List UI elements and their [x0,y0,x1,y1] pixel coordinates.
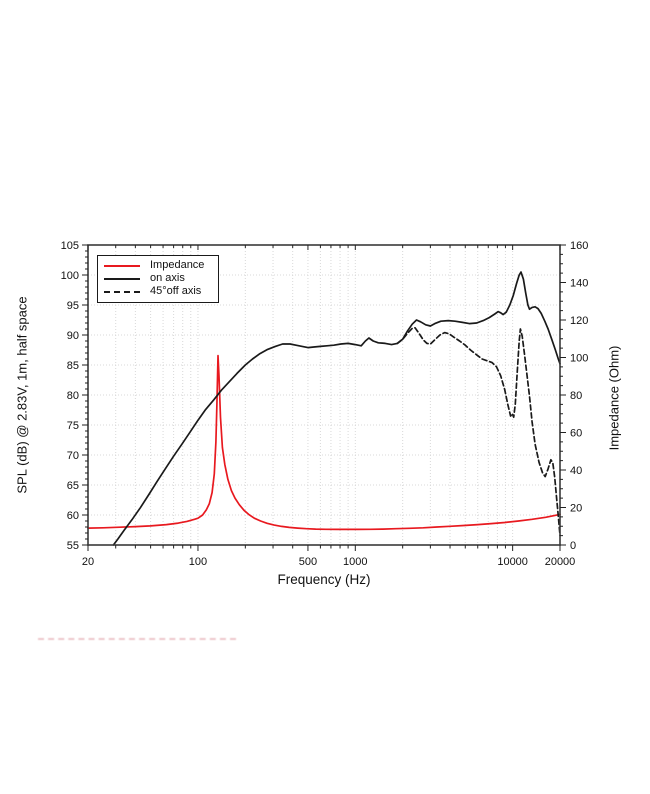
curves-layer [87,271,561,546]
y-left-tick-label: 60 [67,510,79,522]
y-left-tick-label: 105 [61,240,79,252]
y-left-tick-label: 75 [67,420,79,432]
y-left-tick-label: 80 [67,390,79,402]
tick-label-layer: 20 100 500 1000 10000 20000556065707580859095… [61,240,589,568]
x-axis-label: Frequency (Hz) [277,572,371,587]
y-left-tick-label: 70 [67,450,79,462]
x-tick-label: 500 [299,556,317,568]
legend-item-on-axis: on axis [104,272,212,285]
legend-item-impedance: Impedance [104,259,212,272]
on-axis-line-sample [104,277,140,280]
legend-box: Impedance on axis 45°off axis [97,255,219,303]
y-right-tick-label: 100 [570,353,588,365]
y-left-tick-label: 100 [61,270,79,282]
y-right-tick-label: 80 [570,390,582,402]
y-left-tick-label: 85 [67,360,79,372]
x-tick-label: 20000 [545,556,576,568]
y-axis-label-right: Impedance (Ohm) [606,345,622,451]
curve-on-axis [112,271,561,546]
y-left-tick-label: 95 [67,300,79,312]
off-axis-line-sample [104,290,140,293]
y-right-tick-label: 140 [570,278,588,290]
x-tick-label: 20 [82,556,94,568]
y-right-tick-label: 160 [570,240,588,252]
legend-item-45-off-axis: 45°off axis [104,285,212,298]
faded-watermark-dashes [38,638,236,640]
x-tick-label: 1000 [343,556,367,568]
y-right-tick-label: 60 [570,428,582,440]
impedance-line-sample [104,264,140,267]
y-right-tick-label: 20 [570,503,582,515]
x-tick-label: 10000 [497,556,528,568]
y-left-tick-label: 55 [67,540,79,552]
y-axis-label-left: SPL (dB) @ 2.83V, 1m, half space [14,296,30,494]
y-right-tick-label: 0 [570,540,576,552]
y-left-tick-label: 65 [67,480,79,492]
legend-label-impedance: Impedance [150,259,205,271]
tick-layer [82,244,566,551]
legend-label-45-off-axis: 45°off axis [150,285,202,297]
x-tick-label: 100 [189,556,207,568]
curve-45-off-axis [396,326,561,537]
y-right-tick-label: 120 [570,315,588,327]
curve-impedance [87,354,561,531]
legend-label-on-axis: on axis [150,272,185,284]
y-left-tick-label: 90 [67,330,79,342]
y-right-tick-label: 40 [570,465,582,477]
